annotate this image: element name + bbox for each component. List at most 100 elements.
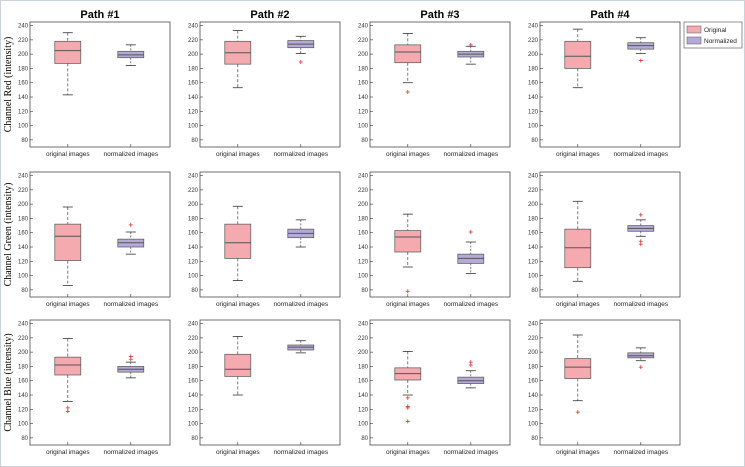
ytick-label: 160 [528, 81, 539, 87]
ytick-label: 220 [188, 188, 199, 194]
ytick-label: 200 [18, 52, 29, 58]
ytick-label: 240 [18, 24, 29, 30]
xtick-label: normalized images [104, 301, 159, 308]
ytick-label: 160 [18, 81, 29, 87]
xtick-label: normalized images [444, 449, 499, 456]
outlier-marker [575, 410, 580, 415]
path-title-1: Path #1 [80, 9, 119, 21]
ytick-label: 220 [528, 336, 539, 342]
ytick-label: 80 [361, 138, 368, 144]
ytick-label: 200 [358, 202, 369, 208]
ytick-label: 240 [18, 322, 29, 328]
box-original [394, 44, 422, 64]
path-title-3: Path #3 [420, 9, 459, 21]
path-title-4: Path #4 [590, 9, 630, 21]
legend-swatch-normalized [686, 36, 702, 45]
ytick-label: 80 [361, 288, 368, 294]
legend-swatch-original [686, 25, 702, 34]
outlier-marker [405, 289, 410, 294]
ytick-label: 120 [18, 407, 29, 413]
ytick-label: 220 [18, 336, 29, 342]
ytick-label: 120 [528, 259, 539, 265]
box-original [54, 356, 82, 376]
xtick-label: normalized images [444, 301, 499, 308]
ytick-label: 140 [18, 393, 29, 399]
ytick-label: 240 [528, 24, 539, 30]
ytick-label: 140 [528, 245, 539, 251]
xtick-label: original images [46, 301, 90, 308]
ytick-label: 240 [188, 24, 199, 30]
ytick-label: 240 [358, 174, 369, 180]
box-original [224, 353, 252, 377]
row-label-1: Channel Red (intensity) [3, 37, 14, 133]
ytick-label: 120 [528, 407, 539, 413]
outlier-marker [128, 357, 133, 362]
ytick-label: 240 [188, 322, 199, 328]
ytick-label: 180 [18, 364, 29, 370]
ytick-label: 100 [528, 124, 539, 130]
outlier-marker [468, 42, 473, 47]
ytick-label: 100 [188, 422, 199, 428]
panel-r2-c2 [199, 171, 341, 298]
ytick-label: 240 [358, 322, 369, 328]
outlier-marker [638, 242, 643, 247]
ytick-label: 160 [18, 379, 29, 385]
outlier-marker [298, 60, 303, 64]
outlier-marker [638, 365, 643, 370]
ytick-label: 220 [18, 38, 29, 44]
xtick-label: normalized images [614, 301, 669, 308]
row-label-2: Channel Green (intensity) [3, 183, 14, 287]
box-original [564, 228, 592, 269]
ytick-label: 140 [188, 245, 199, 251]
ytick-label: 200 [358, 52, 369, 58]
panel-r1-c3 [369, 21, 511, 148]
ytick-label: 240 [528, 174, 539, 180]
xtick-label: normalized images [274, 449, 329, 456]
ytick-label: 120 [528, 109, 539, 115]
panel-r2-c1 [29, 171, 171, 298]
ytick-label: 180 [188, 216, 199, 222]
ytick-label: 160 [188, 379, 199, 385]
ytick-label: 180 [528, 216, 539, 222]
ytick-label: 100 [358, 422, 369, 428]
xtick-label: original images [556, 449, 600, 456]
ytick-label: 80 [21, 138, 28, 144]
ytick-label: 160 [528, 231, 539, 237]
ytick-label: 140 [358, 245, 369, 251]
ytick-label: 180 [18, 216, 29, 222]
ytick-label: 220 [188, 336, 199, 342]
xtick-label: original images [216, 449, 260, 456]
ytick-label: 180 [18, 66, 29, 72]
ytick-label: 120 [188, 109, 199, 115]
ytick-label: 140 [188, 393, 199, 399]
panel-r3-c3 [369, 319, 511, 446]
ytick-label: 100 [188, 274, 199, 280]
ytick-label: 120 [188, 407, 199, 413]
ytick-label: 240 [188, 174, 199, 180]
outlier-marker [405, 419, 410, 424]
ytick-label: 100 [358, 124, 369, 130]
ytick-label: 200 [188, 52, 199, 58]
xtick-label: original images [556, 151, 600, 158]
ytick-label: 220 [358, 336, 369, 342]
ytick-label: 200 [528, 350, 539, 356]
ytick-label: 140 [18, 95, 29, 101]
ytick-label: 80 [531, 288, 538, 294]
ytick-label: 160 [358, 81, 369, 87]
ytick-label: 200 [188, 350, 199, 356]
ytick-label: 160 [188, 81, 199, 87]
ytick-label: 120 [188, 259, 199, 265]
outlier-marker [405, 405, 410, 410]
outlier-marker [128, 222, 133, 227]
panel-r1-c4 [539, 21, 681, 148]
ytick-label: 80 [191, 138, 198, 144]
outlier-marker [638, 58, 643, 63]
ytick-label: 140 [18, 245, 29, 251]
ytick-label: 80 [21, 288, 28, 294]
ytick-label: 200 [358, 350, 369, 356]
ytick-label: 220 [528, 38, 539, 44]
ytick-label: 100 [358, 274, 369, 280]
box-original [564, 40, 592, 69]
outlier-marker [638, 212, 643, 217]
xtick-label: normalized images [444, 151, 499, 158]
